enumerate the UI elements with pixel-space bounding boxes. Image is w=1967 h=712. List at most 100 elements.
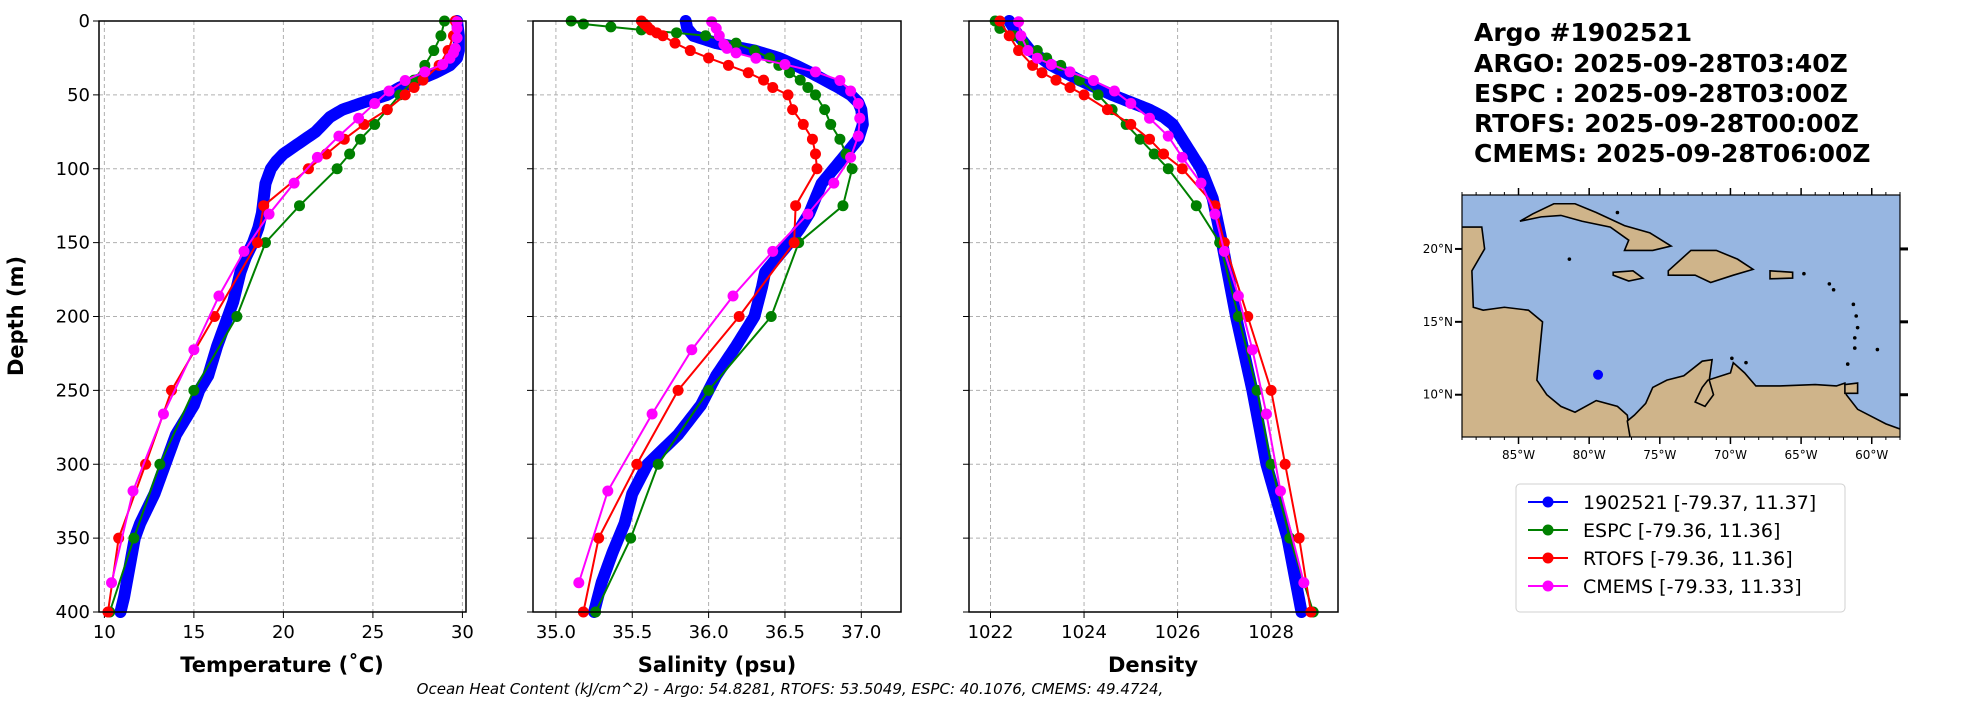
data-point-CMEMS [188,344,200,356]
data-point-RTOFS [1279,458,1291,470]
lon-label: 60°W [1855,448,1888,462]
data-point-RTOFS [1293,532,1305,544]
data-point-RTOFS [593,532,605,544]
data-point-CMEMS [809,66,821,78]
ocean-heat-content-footer: Ocean Heat Content (kJ/cm^2) - Argo: 54.… [417,680,1164,698]
island [1875,347,1880,352]
data-point-RTOFS [1125,118,1137,130]
axes-frame [968,20,1339,613]
data-point-CMEMS [834,75,846,87]
data-point-CMEMS [383,85,395,97]
data-point-CMEMS [263,208,275,220]
data-point-RTOFS [251,237,263,249]
data-point-CMEMS [602,485,614,497]
data-point-RTOFS [258,200,270,212]
data-point-CMEMS [213,290,225,302]
island [1831,287,1836,292]
data-point-CMEMS [1232,290,1244,302]
data-point-CMEMS [750,52,762,64]
lat-label: 10°N [1423,388,1453,402]
data-point-ESPC [825,118,837,130]
data-point-RTOFS [1003,30,1015,42]
data-point-RTOFS [657,30,669,42]
data-point-CMEMS [845,151,857,163]
data-point-ESPC [1148,148,1160,160]
series-line-CMEMS [110,21,459,583]
data-point-CMEMS [852,130,864,142]
data-point-RTOFS [797,118,809,130]
island [1854,314,1858,318]
legend-label-rtofs: RTOFS [-79.36, 11.36] [1583,548,1793,570]
data-point-RTOFS [1078,89,1090,101]
data-point-CMEMS [721,42,733,54]
data-point-ESPC [259,237,271,249]
argo-location-marker [1593,369,1604,380]
x-tick-label: 20 [272,622,295,643]
island [1730,356,1734,361]
y-axis-label: Depth (m) [4,256,28,376]
legend-label-espc: ESPC [-79.36, 11.36] [1583,520,1780,542]
salinity-panel: 35.0 35.5 36.0 36.5 37.0 [527,15,902,643]
data-point-CMEMS [767,245,779,257]
lon-label: 70°W [1714,448,1747,462]
data-point-RTOFS [722,59,734,71]
data-point-RTOFS [1064,81,1076,93]
data-point-CMEMS [1274,485,1286,497]
x-tick-label: 35.5 [612,622,652,643]
data-point-CMEMS [713,30,725,42]
series-layer [102,15,465,618]
data-point-ESPC [435,30,447,42]
data-point-CMEMS [419,66,431,78]
island [1827,282,1832,286]
title-line: ESPC : 2025-09-28T03:00Z [1474,79,1848,108]
data-point-RTOFS [790,200,802,212]
data-point-CMEMS [437,58,449,70]
data-point-RTOFS [758,74,770,86]
y-tick-label: 150 [56,233,90,254]
land-cuba [1519,202,1674,252]
x-tick-label: 1026 [1155,622,1201,643]
data-point-ESPC [605,21,617,33]
data-point-RTOFS [669,37,681,49]
x-tick-label: 25 [361,622,384,643]
data-point-CMEMS [828,177,840,189]
data-point-CMEMS [845,85,857,97]
data-point-CMEMS [573,577,585,589]
y-tick-label: 250 [56,380,90,401]
y-tick-label: 0 [79,11,90,32]
y-tick-label: 400 [56,602,90,623]
land-layer [1462,202,1900,437]
data-point-ESPC [671,27,683,39]
land-jamaica [1612,269,1645,282]
data-point-ESPC [700,30,712,42]
data-point-RTOFS [809,148,821,160]
data-point-RTOFS [417,74,429,86]
x-tick-label: 36.0 [689,622,729,643]
data-point-RTOFS [788,237,800,249]
x-tick-label: 35.0 [536,622,576,643]
lat-label: 20°N [1423,242,1453,256]
data-point-CMEMS [451,22,463,34]
data-point-CMEMS [444,52,456,64]
data-point-CMEMS [1125,97,1137,109]
island [1802,271,1806,276]
title-line: RTOFS: 2025-09-28T00:00Z [1474,109,1859,138]
data-point-CMEMS [1064,66,1076,78]
data-point-ESPC [802,81,814,93]
data-point-CMEMS [399,75,411,87]
title-line: ARGO: 2025-09-28T03:40Z [1474,49,1848,78]
data-point-RTOFS [684,45,696,57]
legend: 1902521 [-79.37, 11.37] ESPC [-79.36, 11… [1515,483,1846,613]
data-point-CMEMS [1176,151,1188,163]
data-point-ESPC [819,104,831,116]
data-point-ESPC [703,384,715,396]
data-point-ESPC [1162,163,1174,175]
data-point-RTOFS [381,104,393,116]
data-point-ESPC [231,311,243,322]
data-point-ESPC [369,118,381,130]
data-point-RTOFS [1036,67,1048,79]
series-line-CMEMS [577,21,861,584]
data-point-ESPC [837,200,849,212]
land-trinidad [1844,382,1859,395]
